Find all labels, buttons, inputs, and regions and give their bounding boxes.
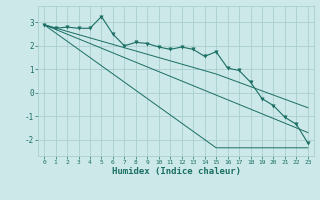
X-axis label: Humidex (Indice chaleur): Humidex (Indice chaleur) — [111, 167, 241, 176]
